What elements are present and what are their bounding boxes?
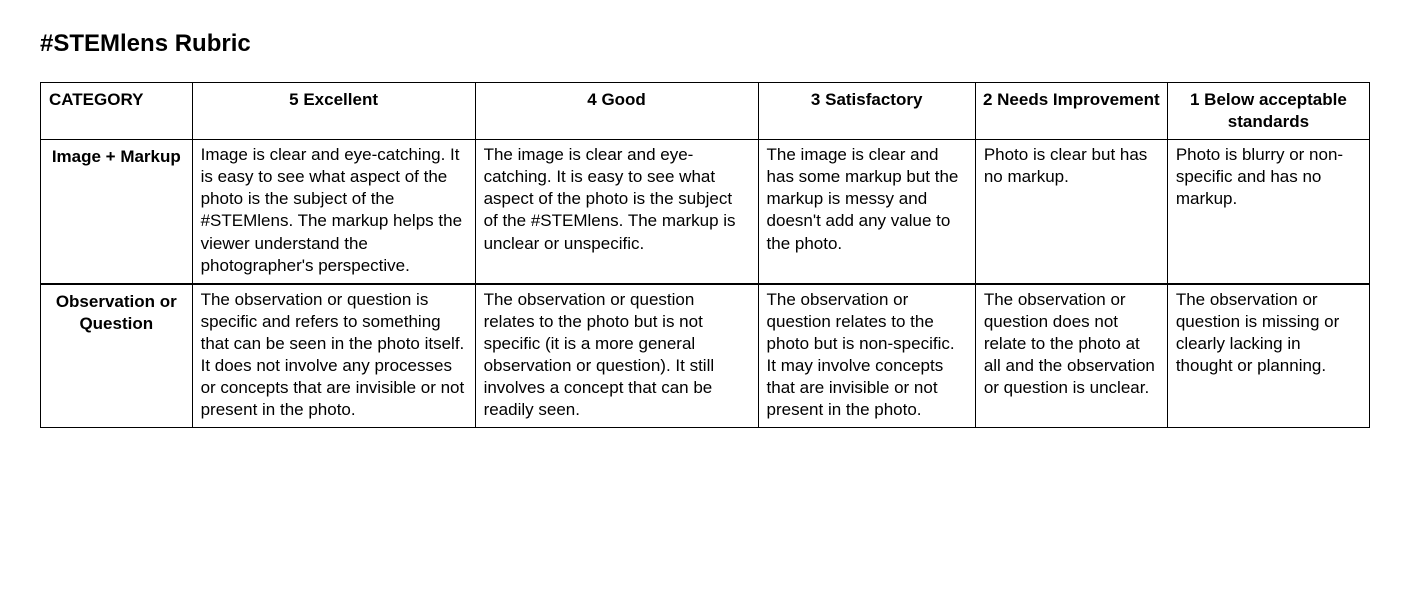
cell: Photo is blurry or non-specific and has … xyxy=(1167,140,1369,284)
col-header-4: 4 Good xyxy=(475,83,758,140)
page-title: #STEMlens Rubric xyxy=(40,30,1378,58)
cell: The observation or question is missing o… xyxy=(1167,284,1369,428)
cell: The observation or question relates to t… xyxy=(475,284,758,428)
cell: The image is clear and eye-catching. It … xyxy=(475,140,758,284)
col-header-5: 5 Excellent xyxy=(192,83,475,140)
cell: The image is clear and has some markup b… xyxy=(758,140,975,284)
cell: The observation or question is specific … xyxy=(192,284,475,428)
cell: Image is clear and eye-catching. It is e… xyxy=(192,140,475,284)
col-header-1: 1 Below acceptable standards xyxy=(1167,83,1369,140)
row-label-image-markup: Image + Markup xyxy=(41,140,193,284)
rubric-table: CATEGORY 5 Excellent 4 Good 3 Satisfacto… xyxy=(40,82,1370,428)
col-header-category: CATEGORY xyxy=(41,83,193,140)
table-row: Image + Markup Image is clear and eye-ca… xyxy=(41,140,1370,284)
row-label-observation: Observation or Question xyxy=(41,284,193,428)
table-header-row: CATEGORY 5 Excellent 4 Good 3 Satisfacto… xyxy=(41,83,1370,140)
col-header-2: 2 Needs Improvement xyxy=(975,83,1167,140)
table-row: Observation or Question The observation … xyxy=(41,284,1370,428)
col-header-3: 3 Satisfactory xyxy=(758,83,975,140)
cell: The observation or question does not rel… xyxy=(975,284,1167,428)
cell: Photo is clear but has no markup. xyxy=(975,140,1167,284)
cell: The observation or question relates to t… xyxy=(758,284,975,428)
